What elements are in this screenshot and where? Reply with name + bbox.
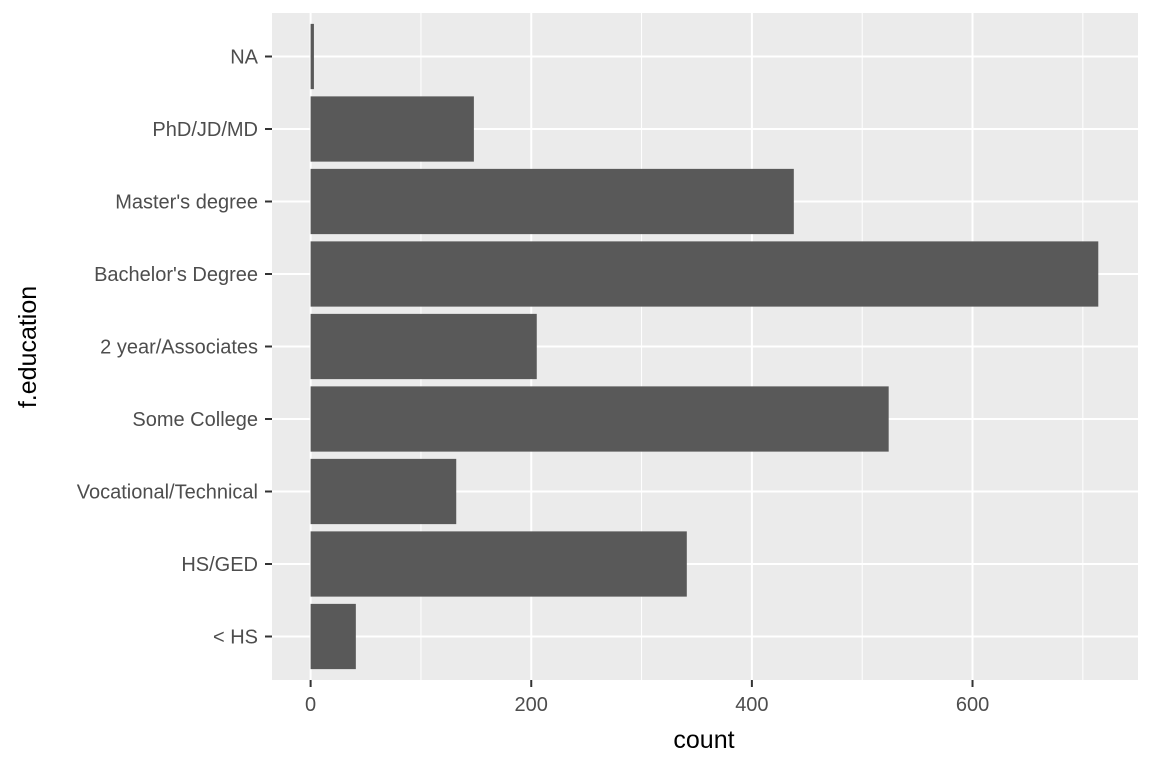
x-axis-title: count (673, 726, 734, 754)
x-tick-label: 400 (735, 694, 768, 716)
bar (310, 531, 687, 597)
x-tick-label: 0 (305, 694, 316, 716)
y-tick-label: HS/GED (181, 554, 258, 576)
bar (310, 23, 314, 90)
y-tick-label: Bachelor's Degree (94, 264, 258, 286)
bar (310, 241, 1099, 307)
y-tick-label: < HS (213, 627, 258, 649)
y-tick-label: 2 year/Associates (100, 337, 258, 359)
bar (310, 313, 537, 380)
bar (310, 96, 474, 162)
bar (310, 603, 356, 670)
x-tick-label: 200 (515, 694, 548, 716)
bars (310, 23, 1099, 670)
bar (310, 168, 794, 235)
y-tick-label: Master's degree (115, 192, 258, 214)
x-axis-ticks: 0 200 400 600 (305, 680, 989, 716)
y-tick-label: NA (230, 47, 258, 69)
y-tick-label: PhD/JD/MD (152, 119, 258, 141)
bar (310, 458, 457, 525)
y-axis-title: f.education (14, 286, 42, 408)
bar (310, 386, 889, 452)
y-tick-label: Vocational/Technical (77, 482, 258, 504)
y-tick-label: Some College (132, 409, 258, 431)
y-axis-ticks: < HS HS/GED Vocational/Technical Some Colle… (77, 47, 272, 649)
x-tick-label: 600 (956, 694, 989, 716)
